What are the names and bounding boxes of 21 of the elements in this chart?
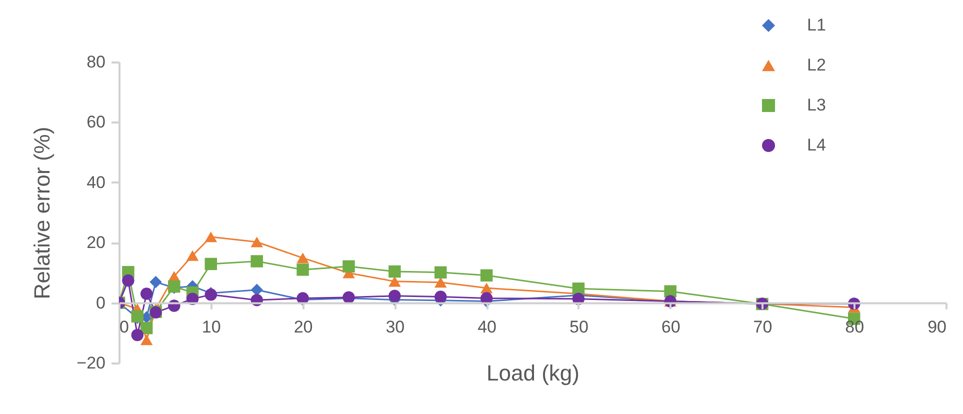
legend-label: L1 (807, 16, 826, 34)
legend-label: L3 (807, 96, 826, 114)
y-tick-label: −20 (76, 354, 106, 372)
y-tick-label: 20 (86, 233, 106, 252)
x-tick-label: 50 (569, 317, 588, 336)
x-tick-label: 60 (661, 317, 680, 336)
y-tick-label: 60 (86, 112, 106, 132)
x-tick-label: 90 (928, 317, 946, 336)
x-tick-label: 30 (386, 317, 405, 336)
y-tick-label: 80 (86, 52, 106, 72)
x-tick-label: 0 (120, 317, 129, 336)
x-axis-title: Load (kg) (486, 360, 580, 386)
x-tick-label: 70 (753, 317, 772, 336)
legend-label: L2 (807, 56, 826, 74)
y-axis-title: Relative error (%) (30, 126, 55, 300)
legend-label: L4 (807, 136, 826, 154)
y-tick-label: 0 (96, 293, 106, 312)
x-tick-label: 20 (294, 317, 313, 336)
y-tick-label: 40 (86, 172, 106, 192)
x-tick-label: 40 (478, 317, 497, 336)
x-tick-label: 10 (202, 317, 221, 336)
